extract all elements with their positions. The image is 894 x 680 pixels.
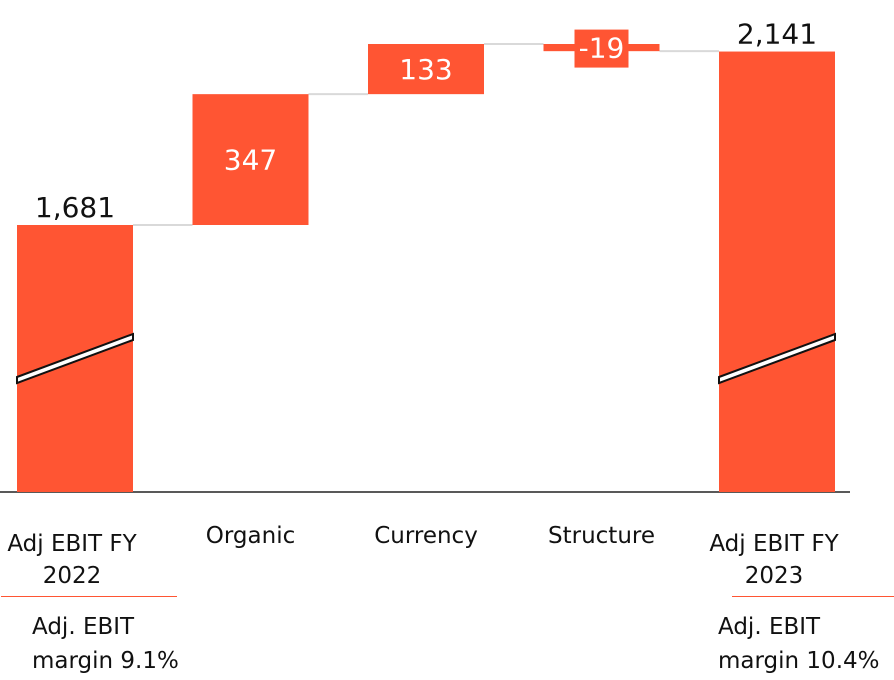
annotation: Adj. EBIT margin 9.1% bbox=[32, 614, 179, 674]
x-tick-label: Adj EBIT FY 2022 bbox=[7, 531, 137, 589]
bar bbox=[192, 94, 309, 225]
label-rule bbox=[1, 596, 177, 597]
value-label: 2,141 bbox=[737, 18, 817, 51]
value-label: 133 bbox=[399, 53, 452, 86]
value-label: 347 bbox=[224, 144, 277, 177]
x-tick-label: Organic bbox=[205, 523, 296, 549]
annotation: Adj. EBIT margin 10.4% bbox=[718, 614, 880, 674]
x-tick-label: Structure bbox=[548, 523, 655, 549]
value-label: -19 bbox=[579, 32, 625, 65]
x-tick-label: Currency bbox=[374, 523, 478, 549]
axis-break bbox=[16, 332, 134, 385]
bar bbox=[368, 44, 484, 95]
axis-break bbox=[718, 332, 836, 385]
label-rule bbox=[732, 596, 894, 597]
value-label-bg bbox=[574, 29, 629, 68]
bar bbox=[719, 51, 835, 493]
x-tick-label: Adj EBIT FY 2023 bbox=[709, 531, 839, 589]
value-label: 1,681 bbox=[35, 191, 115, 224]
